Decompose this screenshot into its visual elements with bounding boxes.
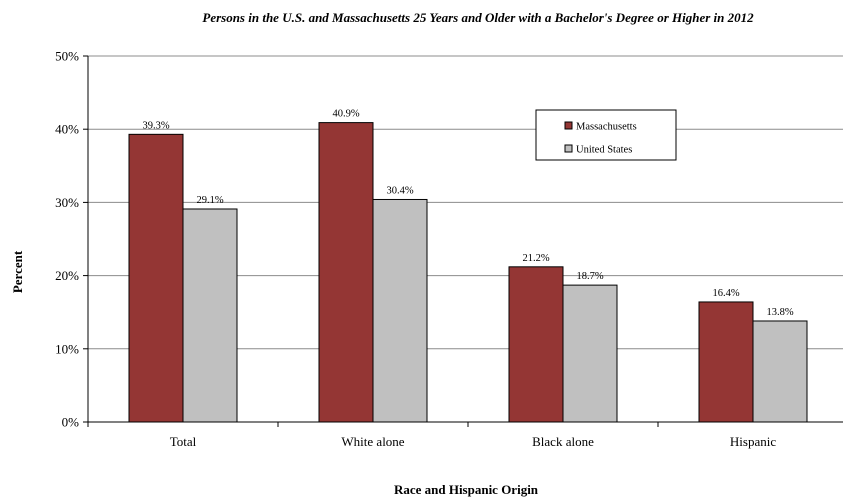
x-tick-label: White alone xyxy=(341,434,404,449)
x-axis-ticks: Total White alone Black alone Hispanic xyxy=(87,422,776,449)
legend-box xyxy=(535,109,677,161)
data-label-united-states: 29.1% xyxy=(196,195,223,206)
legend-swatch-united-states xyxy=(564,144,573,153)
y-tick-label: 50% xyxy=(55,49,79,64)
x-tick-label: Total xyxy=(170,434,197,449)
y-tick-label: 40% xyxy=(55,122,79,137)
y-axis-ticks: 0% 10% 20% 30% 40% 50% xyxy=(55,49,88,430)
bar-united-states xyxy=(182,208,238,423)
chart-title: Persons in the U.S. and Massachusetts 25… xyxy=(202,10,754,25)
data-label-united-states: 30.4% xyxy=(386,185,413,196)
legend-label-united-states: United States xyxy=(576,145,632,156)
x-axis-title: Race and Hispanic Origin xyxy=(394,482,539,497)
legend-swatch-massachusetts xyxy=(564,121,573,130)
legend: Massachusetts United States xyxy=(535,109,677,161)
y-tick-label: 20% xyxy=(55,268,79,283)
bar-massachusetts xyxy=(508,266,564,423)
data-label-united-states: 13.8% xyxy=(766,307,793,318)
x-tick-label: Black alone xyxy=(532,434,594,449)
axes xyxy=(87,56,843,423)
bar-united-states xyxy=(752,320,808,423)
y-tick-label: 10% xyxy=(55,341,79,356)
data-label-united-states: 18.7% xyxy=(576,271,603,282)
bar-massachusetts xyxy=(318,122,374,423)
bar-united-states xyxy=(372,198,428,423)
data-labels: 39.3% 29.1% 40.9% 30.4% 21.2% 18.7% 16.4% 13.8% xyxy=(142,109,793,318)
data-label-massachusetts: 16.4% xyxy=(712,288,739,299)
data-label-massachusetts: 21.2% xyxy=(522,253,549,264)
bars xyxy=(128,122,808,423)
y-axis-title: Percent xyxy=(10,250,25,293)
x-tick-label: Hispanic xyxy=(730,434,776,449)
bar-united-states xyxy=(562,284,618,423)
y-tick-label: 30% xyxy=(55,195,79,210)
bar-massachusetts xyxy=(698,301,754,423)
data-label-massachusetts: 39.3% xyxy=(142,120,169,131)
bar-massachusetts xyxy=(128,133,184,423)
legend-label-massachusetts: Massachusetts xyxy=(576,122,637,133)
data-label-massachusetts: 40.9% xyxy=(332,109,359,120)
y-tick-label: 0% xyxy=(62,415,80,430)
